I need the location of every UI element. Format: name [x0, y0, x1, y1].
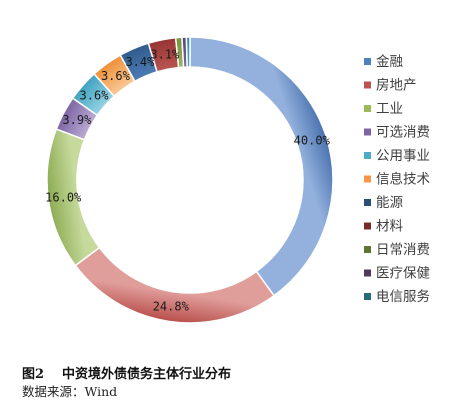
- legend-label: 日常消费: [376, 242, 430, 258]
- legend-swatch: [364, 175, 371, 183]
- figure-number: 图2: [22, 367, 45, 382]
- slice-value-label: 40.0%: [294, 133, 331, 147]
- industry-donut-chart: 40.0%24.8%16.0%3.9%3.6%3.6%3.4%3.1% 金融房地…: [45, 36, 430, 324]
- figure-title: 中资境外债债务主体行业分布: [62, 367, 232, 382]
- slice-value-label: 24.8%: [153, 300, 190, 314]
- figure-source: 数据来源：Wind: [22, 384, 118, 399]
- slice-value-label: 3.6%: [80, 88, 110, 102]
- figure-caption: 图2 中资境外债债务主体行业分布: [22, 363, 231, 382]
- legend-label: 电信服务: [376, 289, 430, 305]
- slice-value-label: 3.4%: [125, 55, 155, 69]
- donut-slice-1: [189, 36, 334, 297]
- slice-value-label: 3.9%: [62, 113, 92, 127]
- legend-swatch: [364, 293, 371, 300]
- legend-label: 能源: [376, 195, 403, 211]
- legend-label: 信息技术: [376, 171, 430, 188]
- legend-swatch: [364, 246, 371, 253]
- legend-swatch: [364, 105, 371, 112]
- donut-slice-11: [185, 36, 191, 68]
- legend-label: 公用事业: [376, 148, 430, 164]
- legend-swatch: [364, 222, 371, 230]
- legend-label: 金融: [376, 54, 403, 70]
- slice-value-label: 3.6%: [101, 69, 131, 83]
- slice-value-label: 3.1%: [150, 47, 180, 61]
- legend-label: 房地产: [376, 78, 417, 94]
- legend-swatch: [364, 128, 371, 136]
- slice-value-label: 16.0%: [45, 191, 82, 205]
- legend-swatch: [364, 81, 371, 89]
- legend-label: 医疗保健: [376, 266, 430, 282]
- legend-swatch: [364, 199, 371, 206]
- legend-label: 可选消费: [376, 125, 430, 141]
- legend-label: 材料: [376, 219, 403, 235]
- legend-swatch: [364, 58, 371, 65]
- legend-swatch: [364, 269, 371, 277]
- legend-label: 工业: [376, 101, 403, 117]
- legend-swatch: [364, 152, 371, 159]
